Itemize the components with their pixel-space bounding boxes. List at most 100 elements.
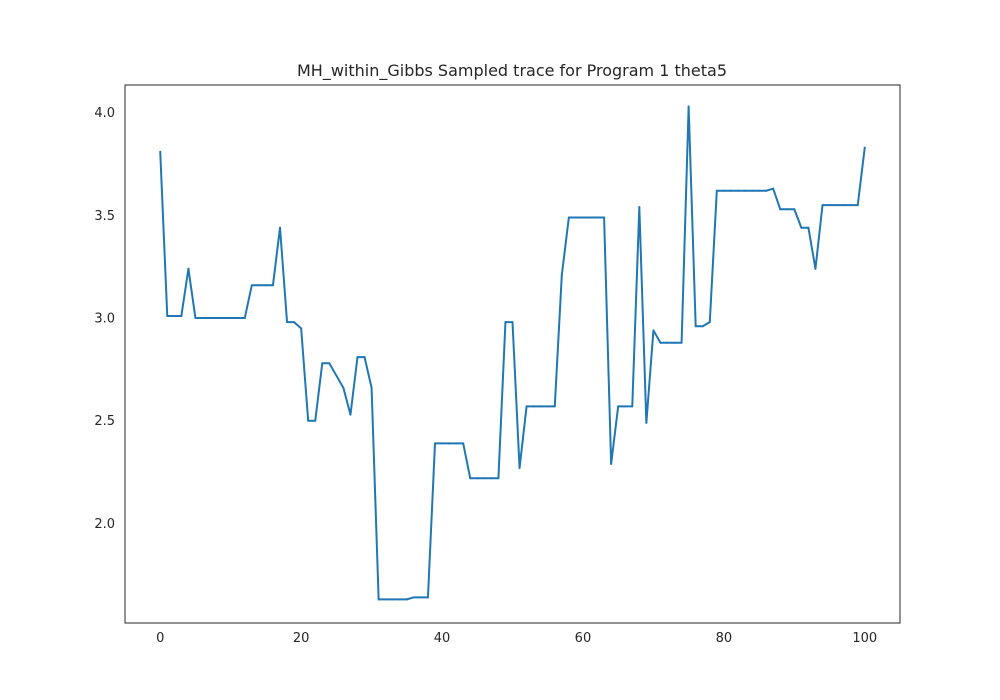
- data-point: [581, 216, 584, 219]
- data-point: [455, 442, 458, 445]
- data-point: [321, 362, 324, 365]
- y-axis: 2.0 2.5 3.0 3.5 4.0: [94, 106, 115, 532]
- data-point: [363, 356, 366, 359]
- data-point: [842, 204, 845, 207]
- data-point: [398, 598, 401, 601]
- data-point: [821, 204, 824, 207]
- data-point: [638, 206, 641, 209]
- axes-frame: [124, 84, 901, 624]
- data-point: [786, 208, 789, 211]
- data-point: [652, 329, 655, 332]
- data-point: [793, 208, 796, 211]
- data-point: [370, 386, 373, 389]
- data-point: [271, 284, 274, 287]
- series-points: [159, 105, 866, 601]
- data-point: [567, 216, 570, 219]
- data-point: [412, 596, 415, 599]
- data-point: [673, 341, 676, 344]
- data-point: [722, 189, 725, 192]
- data-point: [293, 321, 296, 324]
- data-point: [434, 442, 436, 445]
- data-point: [610, 462, 613, 465]
- data-point: [758, 189, 761, 192]
- data-point: [694, 325, 697, 328]
- data-point: [286, 321, 289, 324]
- data-point: [307, 419, 310, 422]
- data-point: [222, 317, 225, 320]
- y-tick-label: 4.0: [94, 106, 115, 121]
- data-point: [215, 317, 218, 320]
- data-point: [419, 596, 422, 599]
- data-point: [187, 267, 190, 270]
- data-point: [856, 204, 859, 207]
- x-tick-label: 80: [716, 631, 733, 646]
- data-point: [701, 325, 704, 328]
- data-point: [553, 405, 556, 408]
- data-point: [448, 442, 451, 445]
- data-point: [525, 405, 528, 408]
- data-point: [483, 477, 486, 480]
- data-point: [180, 315, 183, 318]
- data-point: [328, 362, 331, 365]
- data-point: [518, 466, 521, 469]
- x-tick-label: 100: [852, 631, 877, 646]
- data-point: [835, 204, 838, 207]
- data-point: [624, 405, 627, 408]
- data-point: [800, 226, 803, 229]
- data-point: [257, 284, 260, 287]
- data-point: [243, 317, 246, 320]
- x-tick-label: 40: [434, 631, 451, 646]
- data-point: [708, 321, 711, 324]
- data-point: [384, 598, 387, 601]
- data-point: [490, 477, 493, 480]
- data-point: [772, 187, 775, 190]
- data-point: [659, 341, 662, 344]
- data-point: [666, 341, 669, 344]
- data-point: [236, 317, 239, 320]
- x-tick-label: 60: [575, 631, 592, 646]
- x-tick-label: 20: [293, 631, 310, 646]
- data-point: [589, 216, 591, 219]
- data-point: [617, 405, 620, 408]
- data-point: [314, 419, 317, 422]
- data-point: [264, 284, 267, 287]
- data-point: [166, 315, 169, 318]
- data-point: [863, 146, 866, 149]
- data-point: [250, 284, 253, 287]
- data-point: [279, 226, 281, 229]
- data-point: [744, 189, 746, 192]
- data-point: [349, 413, 352, 416]
- data-point: [814, 267, 817, 270]
- data-point: [300, 327, 303, 330]
- x-tick-label: 0: [156, 631, 164, 646]
- chart-title: MH_within_Gibbs Sampled trace for Progra…: [297, 61, 727, 81]
- data-point: [356, 356, 359, 359]
- y-tick-label: 3.5: [94, 209, 115, 224]
- data-point: [335, 374, 338, 377]
- data-point: [476, 477, 479, 480]
- data-point: [546, 405, 549, 408]
- data-point: [751, 189, 754, 192]
- data-point: [391, 598, 394, 601]
- data-point: [173, 315, 176, 318]
- data-point: [680, 341, 683, 344]
- data-point: [736, 189, 739, 192]
- data-point: [849, 204, 852, 207]
- data-point: [828, 204, 831, 207]
- data-point: [426, 596, 429, 599]
- data-point: [159, 150, 162, 153]
- data-point: [645, 421, 648, 424]
- data-point: [405, 598, 408, 601]
- data-point: [377, 598, 380, 601]
- data-point: [596, 216, 599, 219]
- y-tick-label: 3.0: [94, 312, 115, 327]
- data-point: [574, 216, 577, 219]
- data-point: [765, 189, 768, 192]
- data-point: [229, 317, 232, 320]
- data-point: [779, 208, 782, 211]
- data-point: [715, 189, 718, 192]
- data-point: [441, 442, 444, 445]
- data-point: [532, 405, 535, 408]
- y-tick-label: 2.0: [94, 517, 115, 532]
